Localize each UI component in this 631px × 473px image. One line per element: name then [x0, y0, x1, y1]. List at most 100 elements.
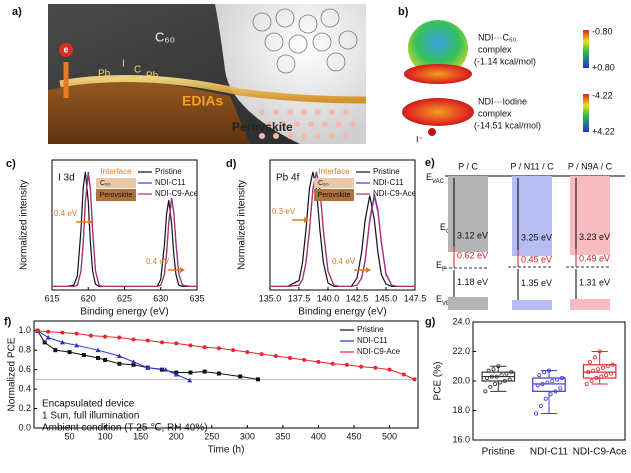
- data-point: [359, 364, 364, 369]
- complex-name: NDI···C₆₀: [478, 32, 517, 42]
- data-point: [594, 376, 599, 381]
- valence-band: [512, 300, 552, 310]
- x-tick-label: 500: [382, 431, 397, 441]
- data-point: [42, 340, 47, 345]
- data-point: [534, 411, 539, 416]
- x-tick-label: 635: [189, 293, 204, 303]
- electron-label: e: [63, 44, 68, 54]
- data-point: [483, 389, 488, 394]
- data-point: [231, 348, 236, 353]
- data-point: [288, 355, 292, 360]
- note: 1 Sun, full illumination: [42, 411, 139, 422]
- data-point: [509, 370, 514, 375]
- data-point: [545, 380, 550, 385]
- plot-frame: [269, 159, 416, 291]
- data-point: [535, 383, 540, 388]
- c60-region: [215, 4, 366, 144]
- plot-frame: [33, 320, 419, 429]
- data-point: [95, 347, 101, 353]
- conduction-band: [448, 176, 488, 252]
- esp-map: [404, 64, 472, 84]
- esp-map: [402, 98, 474, 126]
- series-line: [37, 330, 259, 380]
- y-tick-label: 0.2: [18, 403, 31, 413]
- data-point: [273, 354, 278, 359]
- data-point: [555, 377, 560, 382]
- legend-label: NDI-C11: [155, 178, 186, 187]
- column-title: P / N11 / C: [510, 161, 554, 171]
- level-subscript: VB: [442, 301, 450, 307]
- level-symbol: E: [436, 260, 442, 270]
- inset-layer: [314, 189, 354, 201]
- data-point: [538, 404, 543, 409]
- y-tick-label: 20.0: [452, 375, 470, 385]
- atom-label: Pb: [98, 69, 111, 80]
- data-point: [188, 343, 193, 348]
- legend-label: Pristine: [373, 167, 400, 176]
- legend-label: NDI-C9-Ace: [357, 347, 401, 356]
- conduction-band: [512, 176, 552, 256]
- colorbar: [583, 30, 589, 68]
- panel-e: e)EVACECBEFEVBP / C3.12 eV0.62 eV1.18 eV…: [425, 157, 625, 310]
- data-point: [53, 348, 58, 353]
- data-point: [604, 373, 609, 378]
- y-tick-label: 18.0: [452, 405, 470, 415]
- panel-label: g): [425, 316, 436, 328]
- x-tick-label: 50: [65, 431, 75, 441]
- data-point: [496, 364, 501, 369]
- data-point: [584, 381, 589, 386]
- electron-icon: [59, 43, 73, 57]
- data-point: [216, 346, 221, 351]
- x-tick-label: 625: [117, 293, 132, 303]
- data-point: [256, 377, 260, 382]
- data-point: [81, 353, 86, 358]
- x-tick-label: 250: [204, 431, 219, 441]
- data-point: [373, 365, 378, 370]
- perovskite-label: Perovskite: [232, 120, 293, 134]
- data-point: [344, 362, 349, 367]
- inset-label: Perovskite: [318, 192, 351, 199]
- panel-label: a): [12, 6, 22, 18]
- y-tick-label: 16.0: [452, 434, 470, 444]
- gap-label: 3.12 eV: [457, 230, 488, 240]
- iodide-ion: [428, 128, 436, 136]
- data-point: [591, 368, 596, 373]
- data-point: [117, 361, 122, 366]
- data-point: [74, 331, 79, 336]
- panel-a: a) e C₆₀ Pb I C Pb EDIAs Perovskite: [12, 4, 367, 144]
- data-point: [542, 370, 547, 375]
- data-point: [88, 333, 93, 338]
- x-tick-label: 147.5: [404, 293, 427, 303]
- annotation-arrowhead: [366, 267, 371, 273]
- panel-label: d): [226, 158, 237, 170]
- data-point: [489, 374, 494, 379]
- data-point: [116, 353, 122, 359]
- data-point: [131, 359, 137, 364]
- data-point: [96, 355, 100, 360]
- data-point: [145, 338, 150, 343]
- x-tick-label: 450: [346, 431, 361, 441]
- x-tick-label: Pristine: [482, 447, 516, 458]
- data-point: [302, 357, 307, 362]
- gap-label: 0.62 eV: [457, 250, 488, 260]
- binding-energy: (-14.51 kcal/mol): [474, 120, 541, 130]
- data-point: [497, 380, 502, 385]
- legend-label: NDI-C9-Ace: [373, 189, 417, 198]
- data-point: [202, 345, 207, 350]
- panel-label: e): [425, 157, 435, 169]
- panel-label: b): [398, 6, 409, 18]
- inset-layer: [96, 189, 136, 201]
- data-point: [493, 381, 498, 386]
- esp-map: [408, 20, 468, 76]
- chart-title: I 3d: [58, 173, 75, 184]
- x-tick-label: 630: [153, 293, 168, 303]
- data-point: [543, 396, 548, 401]
- box: [532, 377, 566, 392]
- level-label: EVB: [436, 294, 450, 306]
- data-point: [605, 364, 610, 369]
- data-point: [103, 357, 108, 362]
- annotation-arrowhead: [180, 267, 185, 273]
- inset-layer: [96, 178, 136, 188]
- data-point: [499, 373, 504, 378]
